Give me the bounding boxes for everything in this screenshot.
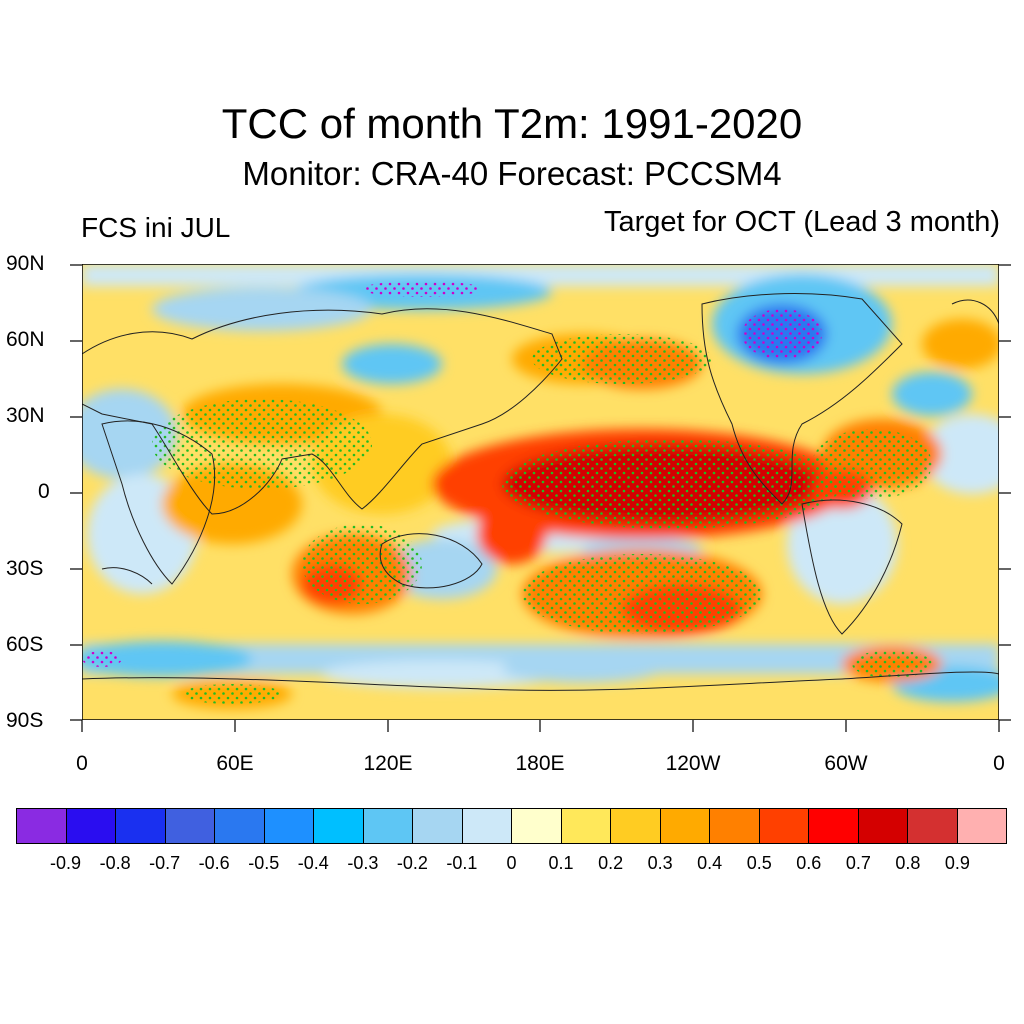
lat-label-equator: 0 bbox=[38, 480, 50, 503]
colorbar-swatch bbox=[512, 809, 562, 843]
lon-label-60e: 60E bbox=[216, 752, 254, 775]
colorbar-tick-label: -0.2 bbox=[396, 853, 428, 873]
colorbar-swatch bbox=[611, 809, 661, 843]
colorbar-tick-label: 0.5 bbox=[746, 853, 772, 873]
colorbar-tick-label: 0.8 bbox=[895, 853, 921, 873]
colorbar-tick-label: -0.9 bbox=[50, 853, 82, 873]
map-subtitle: Monitor: CRA-40 Forecast: PCCSM4 bbox=[242, 155, 782, 192]
colorbar-swatch bbox=[165, 809, 215, 843]
colorbar-tick-label: 0.3 bbox=[647, 853, 673, 873]
lat-label-90n: 90N bbox=[6, 252, 45, 275]
colorbar-swatch bbox=[759, 809, 809, 843]
colorbar-swatch bbox=[215, 809, 265, 843]
colorbar-swatch bbox=[660, 809, 710, 843]
colorbar-tick-label: -0.5 bbox=[248, 853, 280, 873]
colorbar-swatch bbox=[908, 809, 958, 843]
lat-label-60s: 60S bbox=[6, 633, 44, 656]
lat-label-30n: 30N bbox=[6, 404, 45, 427]
colorbar-swatch bbox=[17, 809, 67, 843]
colorbar-tick-label: 0.7 bbox=[845, 853, 871, 873]
lat-label-90s: 90S bbox=[6, 709, 44, 732]
colorbar-swatch bbox=[858, 809, 908, 843]
coastlines bbox=[82, 293, 999, 691]
colorbar-tick-label: 0 bbox=[506, 853, 517, 873]
colorbar-swatch bbox=[462, 809, 512, 843]
colorbar-tick-label: -0.6 bbox=[198, 853, 230, 873]
significance-stipple bbox=[82, 281, 932, 704]
colorbar-tick-label: -0.7 bbox=[149, 853, 181, 873]
colorbar-tick-label: 0.1 bbox=[548, 853, 574, 873]
lon-label-120e: 120E bbox=[363, 752, 413, 775]
colorbar bbox=[16, 808, 1007, 844]
correlation-field bbox=[82, 264, 999, 720]
colorbar-swatch bbox=[314, 809, 364, 843]
colorbar-swatch bbox=[809, 809, 859, 843]
initial-month-label: FCS ini JUL bbox=[81, 212, 231, 243]
lon-label-180e: 180E bbox=[515, 752, 565, 775]
lon-label-120w: 120W bbox=[665, 752, 721, 775]
colorbar-swatch bbox=[264, 809, 314, 843]
lon-label-60w: 60W bbox=[824, 752, 868, 775]
colorbar-swatch bbox=[363, 809, 413, 843]
map-title: TCC of month T2m: 1991-2020 bbox=[221, 100, 803, 147]
colorbar-tick-label: 0.6 bbox=[796, 853, 822, 873]
lon-label-0: 0 bbox=[76, 752, 88, 775]
colorbar-swatch bbox=[116, 809, 166, 843]
lat-label-30s: 30S bbox=[6, 557, 44, 580]
colorbar-tick-label: -0.4 bbox=[297, 853, 329, 873]
colorbar-tick-label: -0.1 bbox=[446, 853, 478, 873]
colorbar-tick-label: -0.8 bbox=[99, 853, 131, 873]
colorbar-swatch bbox=[561, 809, 611, 843]
correlation-map bbox=[82, 264, 999, 720]
lat-label-60n: 60N bbox=[6, 328, 45, 351]
colorbar-swatch bbox=[413, 809, 463, 843]
colorbar-tick-label: 0.4 bbox=[697, 853, 723, 873]
colorbar-swatch bbox=[957, 809, 1006, 843]
lon-label-0-east: 0 bbox=[993, 752, 1005, 775]
colorbar-tick-label: 0.9 bbox=[944, 853, 970, 873]
target-month-label: Target for OCT (Lead 3 month) bbox=[604, 206, 1000, 238]
colorbar-tick-label: -0.3 bbox=[347, 853, 379, 873]
colorbar-tick-label: 0.2 bbox=[598, 853, 624, 873]
colorbar-swatch bbox=[710, 809, 760, 843]
colorbar-swatch bbox=[66, 809, 116, 843]
